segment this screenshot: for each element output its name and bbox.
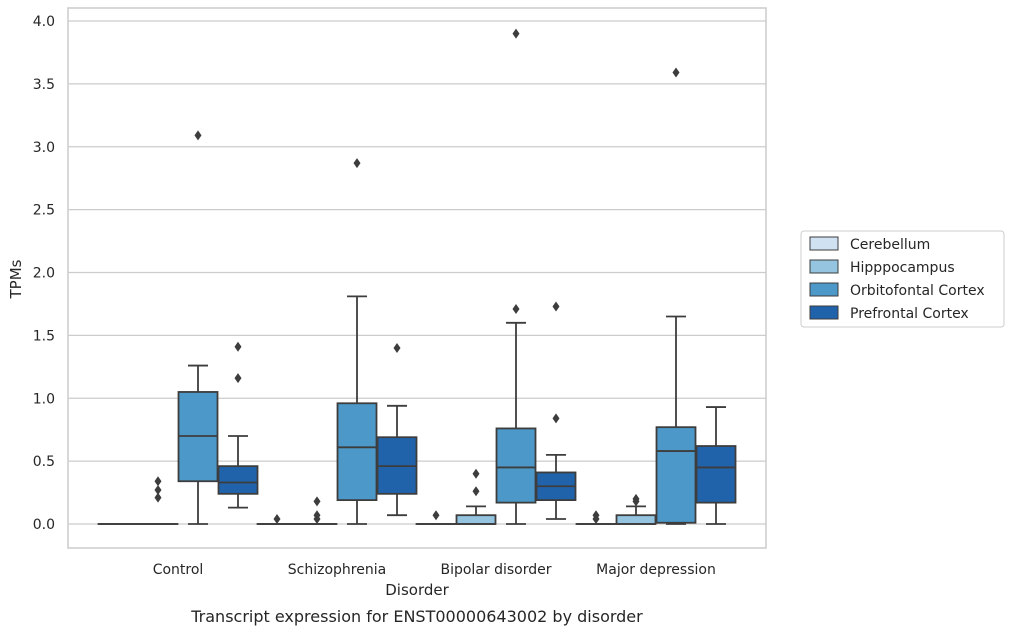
outlier-point <box>273 513 281 524</box>
box-cerebellum <box>415 510 457 525</box>
box-prefrontal-cortex <box>217 341 259 509</box>
legend-frame <box>800 230 1005 328</box>
outlier-point <box>194 130 202 141</box>
x-tick-label: Control <box>153 562 204 578</box>
box-hipppocampus <box>296 496 338 525</box>
y-tick-label: 2.5 <box>33 203 55 219</box>
legend-swatch <box>809 282 839 297</box>
outlier-point <box>672 67 680 78</box>
box-orbitofontal-cortex <box>336 158 378 525</box>
chart-title: Transcript expression for ENST0000064300… <box>190 607 643 626</box>
box-body <box>695 445 737 504</box>
legend: Cerebellum Hipppocampus Orbitofontal Corte… <box>800 230 1005 328</box>
outlier-point <box>313 496 321 507</box>
box-body <box>455 514 497 525</box>
y-axis-ticks: 0.0 0.5 1.0 1.5 2.0 2.5 3.0 3.5 4.0 <box>33 14 55 533</box>
y-tick-label: 4.0 <box>33 14 55 30</box>
outlier-point <box>552 301 560 312</box>
outlier-point <box>592 510 600 521</box>
box-orbitofontal-cortex <box>655 67 697 525</box>
box-body <box>495 427 537 504</box>
x-axis-ticks: Control Schizophrenia Bipolar disorder Majo… <box>153 562 716 578</box>
box-cerebellum <box>256 513 298 525</box>
box-prefrontal-cortex <box>695 406 737 525</box>
legend-label: Cerebellum <box>850 237 930 253</box>
x-axis-label: Disorder <box>385 581 449 599</box>
outlier-point <box>393 342 401 353</box>
box-plot-series <box>97 28 737 525</box>
outlier-point <box>353 158 361 169</box>
plot-frame <box>67 7 767 549</box>
box-orbitofontal-cortex <box>177 130 219 525</box>
y-tick-label: 2.0 <box>33 266 55 282</box>
box-body <box>655 426 697 524</box>
y-tick-label: 1.0 <box>33 391 55 407</box>
outlier-point <box>632 493 640 504</box>
box-hipppocampus <box>455 468 497 525</box>
outlier-point <box>512 28 520 39</box>
outlier-point <box>512 303 520 314</box>
outlier-point <box>154 476 162 487</box>
box-orbitofontal-cortex <box>495 28 537 525</box>
outlier-point <box>472 486 480 497</box>
x-tick-label: Major depression <box>596 562 716 578</box>
x-tick-label: Bipolar disorder <box>440 562 551 578</box>
outlier-point <box>552 413 560 424</box>
box-hipppocampus <box>615 493 657 525</box>
outlier-point <box>234 341 242 352</box>
legend-label: Hipppocampus <box>850 260 955 276</box>
legend-label: Prefrontal Cortex <box>850 306 969 322</box>
outlier-point <box>313 510 321 521</box>
box-prefrontal-cortex <box>376 342 418 517</box>
y-tick-label: 3.0 <box>33 140 55 156</box>
outlier-point <box>432 510 440 521</box>
legend-swatch <box>809 259 839 274</box>
outlier-point <box>472 468 480 479</box>
outlier-point <box>154 492 162 503</box>
box-prefrontal-cortex <box>535 301 577 520</box>
y-tick-label: 0.0 <box>33 517 55 533</box>
x-tick-label: Schizophrenia <box>288 562 386 578</box>
box-cerebellum <box>575 510 617 525</box>
legend-swatch <box>809 236 839 251</box>
y-tick-label: 0.5 <box>33 454 55 470</box>
legend-label: Orbitofontal Cortex <box>850 283 985 299</box>
y-axis-label: TPMs <box>7 259 25 299</box>
outlier-point <box>154 485 162 496</box>
box-body <box>336 402 378 502</box>
y-tick-label: 1.5 <box>33 328 55 344</box>
box-body <box>615 514 657 525</box>
legend-swatch <box>809 305 839 320</box>
outlier-point <box>234 373 242 384</box>
box-hipppocampus <box>137 476 179 525</box>
y-tick-label: 3.5 <box>33 77 55 93</box>
box-body <box>217 465 259 495</box>
